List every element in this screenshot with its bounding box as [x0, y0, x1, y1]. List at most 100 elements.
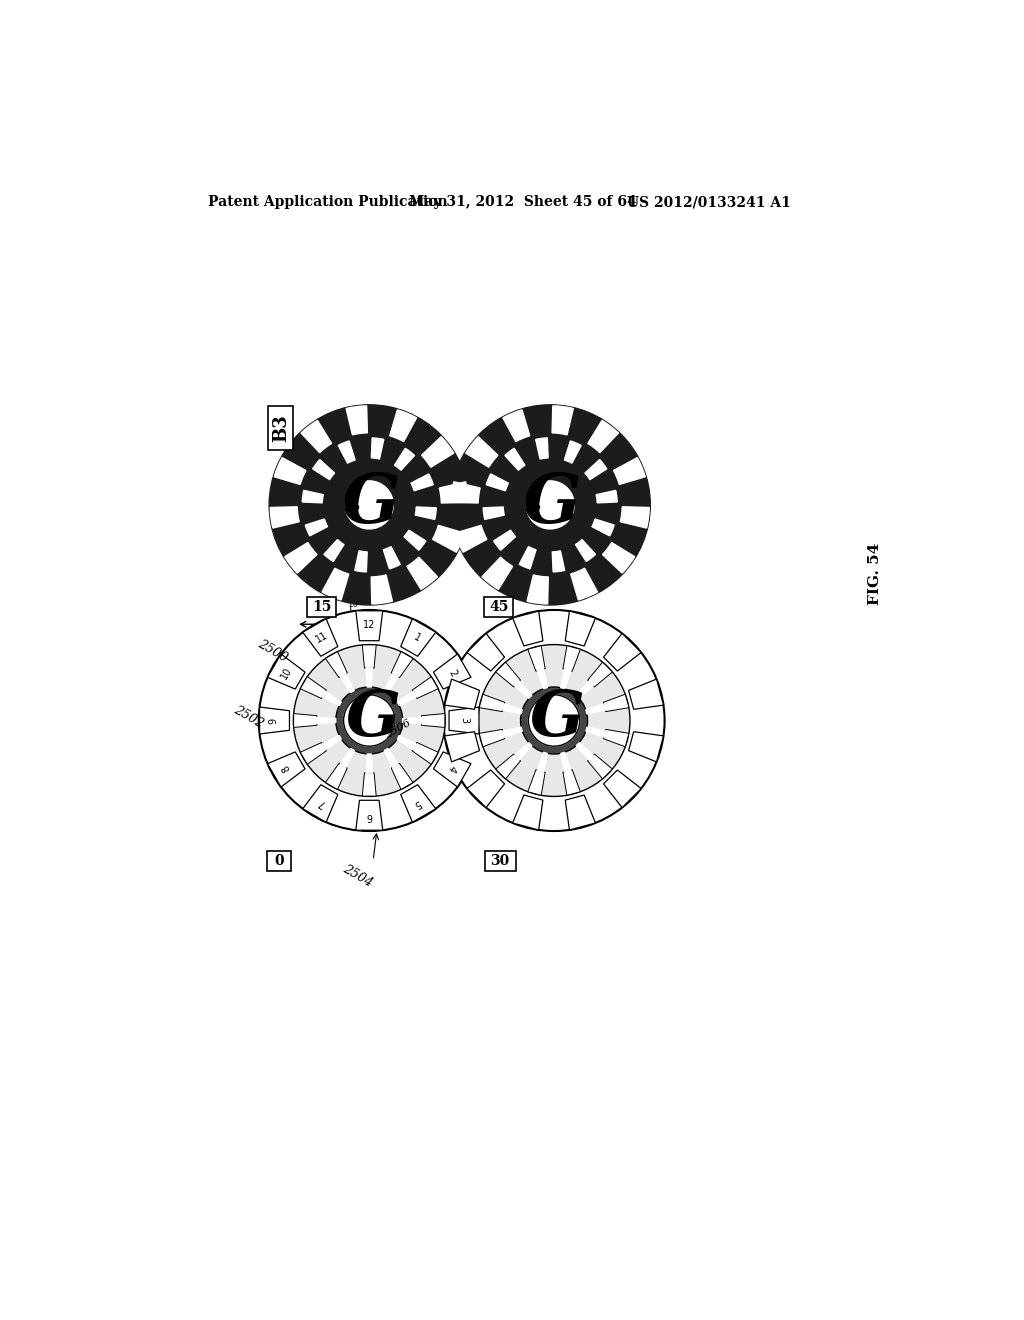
Wedge shape	[305, 519, 328, 536]
Wedge shape	[570, 568, 597, 599]
Text: 2506: 2506	[383, 718, 413, 742]
Polygon shape	[433, 752, 471, 787]
FancyBboxPatch shape	[267, 850, 292, 871]
Polygon shape	[391, 652, 413, 677]
Wedge shape	[394, 449, 415, 470]
Text: G: G	[523, 470, 582, 537]
Circle shape	[351, 722, 356, 727]
Wedge shape	[586, 727, 605, 737]
Wedge shape	[482, 557, 513, 590]
Wedge shape	[486, 474, 509, 491]
Circle shape	[537, 722, 541, 727]
Polygon shape	[603, 634, 641, 671]
Wedge shape	[372, 438, 384, 459]
Wedge shape	[505, 449, 525, 470]
Wedge shape	[415, 507, 436, 519]
Polygon shape	[588, 754, 612, 779]
FancyBboxPatch shape	[307, 598, 336, 618]
Polygon shape	[326, 652, 347, 677]
Wedge shape	[402, 717, 422, 723]
Wedge shape	[403, 531, 426, 550]
Wedge shape	[575, 540, 596, 561]
Text: 0: 0	[274, 854, 284, 867]
Polygon shape	[391, 763, 413, 789]
Circle shape	[336, 686, 402, 754]
Wedge shape	[274, 458, 306, 484]
Polygon shape	[479, 730, 505, 747]
Polygon shape	[303, 784, 338, 822]
Polygon shape	[527, 770, 545, 796]
Text: 6: 6	[367, 810, 373, 821]
Polygon shape	[527, 645, 545, 672]
Polygon shape	[400, 784, 436, 822]
Text: 3: 3	[460, 718, 470, 723]
Circle shape	[535, 504, 540, 510]
Wedge shape	[552, 550, 564, 572]
Polygon shape	[467, 770, 505, 808]
Wedge shape	[366, 668, 373, 688]
Wedge shape	[432, 525, 464, 552]
Wedge shape	[483, 507, 504, 519]
Wedge shape	[538, 752, 548, 772]
Circle shape	[443, 610, 665, 832]
Text: 5: 5	[412, 797, 422, 809]
Polygon shape	[362, 772, 376, 796]
FancyBboxPatch shape	[484, 598, 513, 618]
Polygon shape	[300, 742, 327, 764]
Polygon shape	[450, 708, 479, 734]
Wedge shape	[316, 717, 336, 723]
Wedge shape	[354, 550, 368, 572]
Polygon shape	[603, 730, 629, 747]
Wedge shape	[338, 441, 355, 463]
Text: US 2012/0133241 A1: US 2012/0133241 A1	[628, 195, 792, 209]
Wedge shape	[323, 692, 341, 706]
Text: t°: t°	[349, 605, 358, 614]
Polygon shape	[565, 795, 596, 830]
Text: 4: 4	[446, 763, 458, 774]
Text: May 31, 2012  Sheet 45 of 64: May 31, 2012 Sheet 45 of 64	[410, 195, 637, 209]
Wedge shape	[586, 704, 605, 714]
Polygon shape	[496, 754, 520, 779]
Wedge shape	[371, 576, 392, 605]
Wedge shape	[439, 482, 468, 503]
Polygon shape	[412, 677, 438, 698]
Text: 45: 45	[488, 601, 508, 614]
Polygon shape	[267, 653, 305, 689]
Text: B3: B3	[271, 414, 290, 442]
Wedge shape	[561, 669, 570, 689]
Text: 30: 30	[490, 854, 510, 867]
Polygon shape	[563, 645, 581, 672]
Wedge shape	[515, 681, 531, 698]
Polygon shape	[513, 795, 543, 830]
Wedge shape	[411, 474, 433, 491]
Text: 2: 2	[446, 668, 458, 678]
Text: 2500: 2500	[256, 638, 290, 665]
Polygon shape	[444, 678, 479, 709]
Wedge shape	[407, 557, 437, 590]
Circle shape	[521, 477, 580, 533]
Circle shape	[345, 480, 393, 529]
Circle shape	[528, 694, 580, 746]
Polygon shape	[629, 731, 664, 762]
Wedge shape	[596, 491, 617, 503]
Wedge shape	[602, 543, 635, 573]
Polygon shape	[603, 770, 641, 808]
Polygon shape	[422, 714, 444, 727]
Wedge shape	[536, 438, 548, 459]
Text: 11: 11	[313, 631, 330, 645]
Circle shape	[344, 694, 395, 746]
Polygon shape	[355, 800, 383, 830]
Wedge shape	[561, 752, 570, 772]
Wedge shape	[503, 704, 522, 714]
Circle shape	[451, 405, 650, 605]
Text: Patent Application Publication: Patent Application Publication	[208, 195, 447, 209]
Polygon shape	[294, 714, 317, 727]
Polygon shape	[267, 752, 305, 787]
Polygon shape	[563, 770, 581, 796]
Wedge shape	[384, 748, 398, 767]
Text: G: G	[529, 688, 585, 748]
Text: 10: 10	[280, 665, 294, 681]
Text: 12: 12	[364, 620, 376, 630]
Text: 2502: 2502	[231, 704, 265, 730]
Text: 2504: 2504	[341, 862, 375, 890]
